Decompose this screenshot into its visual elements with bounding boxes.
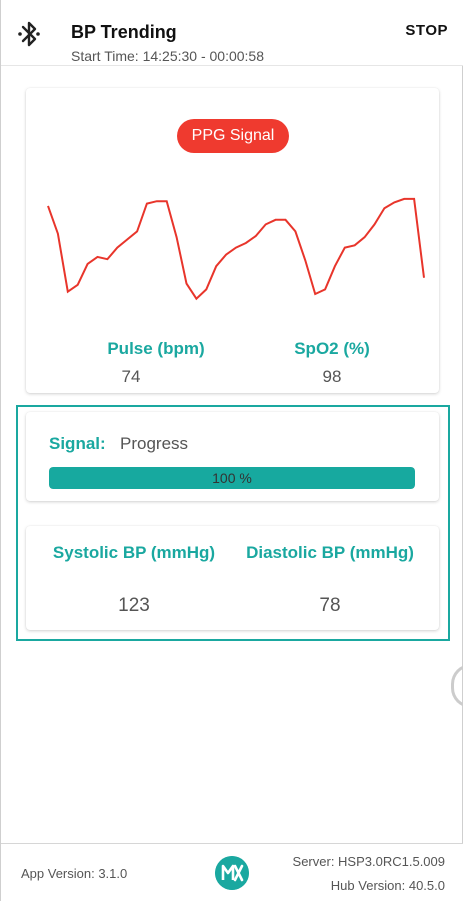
pulse-value: 74: [121, 367, 141, 386]
edge-swipe-handle[interactable]: [451, 664, 463, 708]
start-time-text: Start Time: 14:25:30 - 00:00:58: [71, 48, 265, 64]
systolic-label: Systolic BP (mmHg): [52, 543, 216, 562]
ppg-signal-badge: PPG Signal: [177, 119, 289, 153]
signal-progress-fill: [49, 467, 415, 489]
app-version-text: App Version: 3.1.0: [21, 866, 128, 881]
ppg-waveform-chart: [47, 197, 425, 301]
footer: App Version: 3.1.0 Server: HSP3.0RC1.5.0…: [1, 843, 463, 901]
hub-version-text: Hub Version: 40.5.0: [330, 878, 445, 893]
diastolic-label: Diastolic BP (mmHg): [246, 543, 414, 562]
ppg-card: PPG Signal Pulse (bpm) 74 SpO2 (%) 98: [26, 88, 439, 393]
bluetooth-icon[interactable]: [17, 20, 41, 48]
ppg-series-line: [47, 197, 425, 301]
server-version-text: Server: HSP3.0RC1.5.009: [292, 854, 445, 869]
signal-progress-text: 100 %: [212, 470, 252, 486]
signal-card: Signal: Progress 100 %: [26, 412, 439, 501]
pulse-label: Pulse (bpm): [107, 339, 205, 358]
page-title: BP Trending: [71, 22, 177, 42]
results-highlight-frame: [16, 405, 450, 641]
diastolic-value: 78: [319, 595, 341, 616]
app-bar: BP Trending Start Time: 14:25:30 - 00:00…: [1, 0, 463, 66]
systolic-value: 123: [118, 595, 150, 616]
stop-button[interactable]: STOP: [405, 22, 448, 39]
signal-status-value: Progress: [120, 434, 189, 453]
maxim-logo-icon: [215, 856, 249, 890]
signal-label: Signal:: [49, 434, 106, 453]
signal-progress-bar: 100 %: [49, 467, 415, 489]
blood-pressure-card: Systolic BP (mmHg) 123 Diastolic BP (mmH…: [26, 526, 439, 630]
spo2-value: 98: [322, 367, 342, 386]
spo2-label: SpO2 (%): [294, 339, 370, 358]
